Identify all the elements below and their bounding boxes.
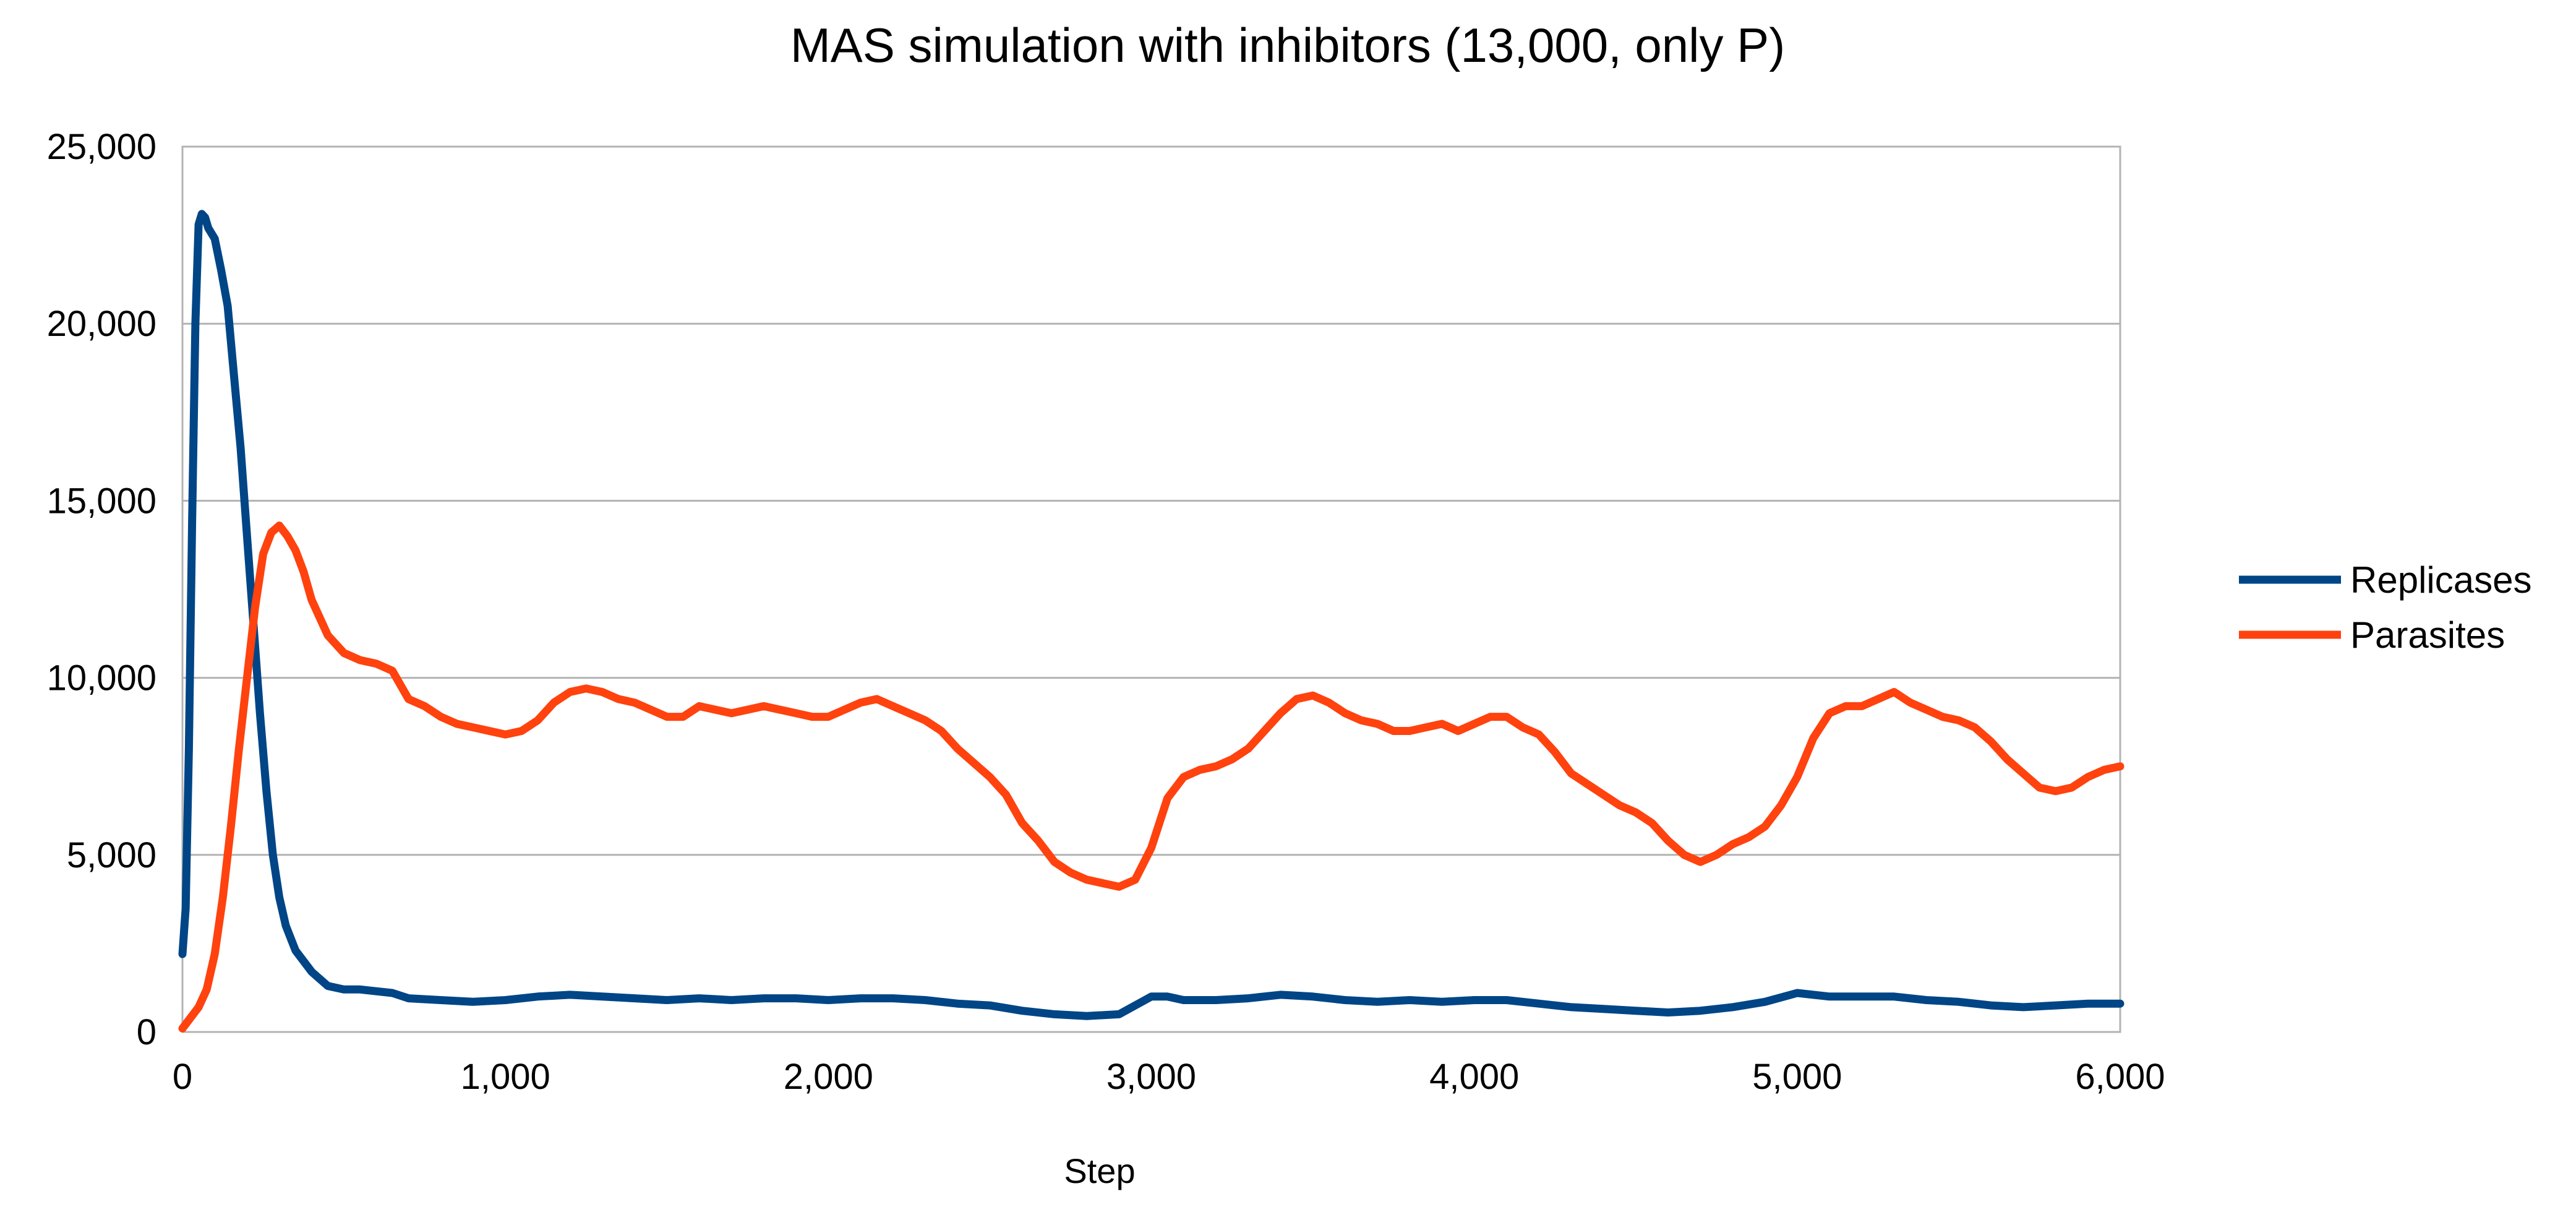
x-tick-label: 1,000	[461, 1057, 550, 1097]
gridlines	[182, 145, 2120, 1033]
legend-label-parasites: Parasites	[2350, 614, 2505, 656]
y-tick-label: 15,000	[47, 481, 156, 521]
chart-title: MAS simulation with inhibitors (13,000, …	[790, 18, 1785, 72]
y-tick-label: 25,000	[47, 127, 156, 167]
x-tick-label: 5,000	[1752, 1057, 1842, 1097]
x-tick-label: 0	[173, 1057, 192, 1097]
y-tick-label: 10,000	[47, 658, 156, 698]
legend: Replicases Parasites	[2239, 559, 2531, 656]
plot-area-frame	[181, 145, 2121, 1033]
y-tick-label: 5,000	[67, 835, 156, 875]
x-tick-label: 3,000	[1106, 1057, 1196, 1097]
series-lines	[178, 210, 2125, 1033]
series-line-parasites	[178, 522, 2125, 1033]
x-tick-label: 4,000	[1429, 1057, 1519, 1097]
x-axis-title: Step	[1064, 1151, 1135, 1190]
series-line-replicases	[178, 210, 2125, 1020]
y-tick-label: 0	[137, 1012, 156, 1052]
x-tick-label: 2,000	[784, 1057, 873, 1097]
x-tick-label: 6,000	[2075, 1057, 2165, 1097]
y-tick-label: 20,000	[47, 304, 156, 344]
legend-label-replicases: Replicases	[2350, 559, 2531, 601]
y-axis-tick-labels: 0 5,000 10,000 15,000 20,000 25,000	[47, 127, 156, 1052]
x-axis-tick-labels: 0 1,000 2,000 3,000 4,000 5,000 6,000	[173, 1057, 2165, 1097]
